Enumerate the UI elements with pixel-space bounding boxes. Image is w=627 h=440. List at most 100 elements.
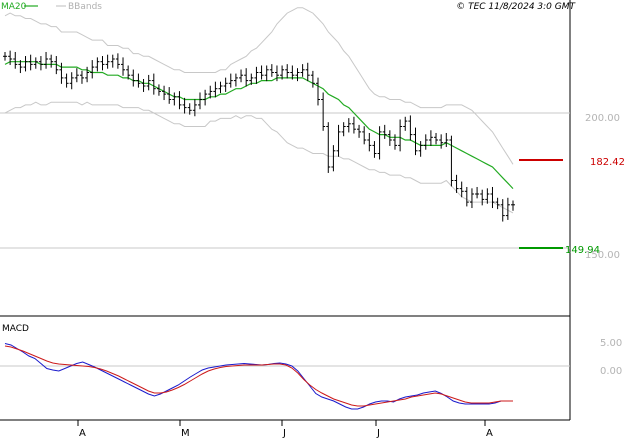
- ohlc-bar: [3, 51, 7, 61]
- ohlc-bar: [326, 122, 331, 173]
- ohlc-bar: [403, 116, 408, 131]
- ohlc-bar: [372, 141, 377, 158]
- ohlc-bar: [341, 122, 346, 137]
- ohlc-bar: [387, 130, 392, 146]
- ohlc-bar: [254, 66, 259, 84]
- ohlc-bar: [228, 73, 233, 88]
- ohlc-bar: [434, 132, 439, 145]
- ohlc-bar: [85, 66, 90, 83]
- x-tick-aug: A: [486, 428, 493, 439]
- macd-label: MACD: [2, 324, 29, 334]
- ohlc-bar: [38, 56, 43, 71]
- ohlc-bar: [475, 186, 480, 199]
- ohlc-bar: [239, 69, 244, 83]
- ma20-line: [4, 61, 514, 190]
- x-tick-may: M: [181, 428, 190, 439]
- y-tick-150: 150.00: [585, 250, 620, 261]
- ohlc-bar: [310, 70, 315, 88]
- ohlc-bar: [79, 70, 84, 84]
- ohlc-bar: [192, 99, 197, 117]
- bbands-upper-line: [4, 7, 514, 165]
- support-label: 149.94: [565, 245, 600, 256]
- ohlc-bar: [408, 115, 413, 141]
- ma-legend-label: MA20: [1, 2, 27, 12]
- y-tick-200: 200.00: [585, 113, 620, 124]
- ohlc-bar: [187, 103, 192, 115]
- ohlc-bar: [336, 124, 341, 157]
- ohlc-bar: [449, 135, 454, 187]
- ohlc-bar: [59, 62, 64, 84]
- ohlc-bar: [511, 200, 515, 211]
- ohlc-bar: [121, 57, 126, 76]
- ohlc-bar: [105, 54, 110, 69]
- ohlc-bar: [413, 127, 418, 156]
- ohlc-bar: [490, 186, 495, 209]
- ohlc-bar: [182, 97, 187, 114]
- bbands-legend-label: BBands: [68, 2, 102, 12]
- ohlc-bar: [316, 77, 321, 106]
- ohlc-bar: [54, 56, 59, 75]
- ohlc-bar: [23, 56, 28, 72]
- x-tick-apr: A: [79, 428, 86, 439]
- ohlc-bars: [3, 50, 515, 222]
- ohlc-bar: [459, 181, 464, 198]
- ohlc-bar: [357, 124, 362, 138]
- ohlc-bar: [203, 89, 208, 106]
- ohlc-bar: [28, 54, 33, 71]
- ohlc-bar: [300, 64, 305, 77]
- ohlc-bar: [197, 92, 202, 110]
- ohlc-bar: [218, 81, 223, 94]
- ohlc-bar: [208, 85, 213, 99]
- macd-signal-line: [4, 345, 513, 407]
- ohlc-bar: [151, 73, 156, 95]
- ohlc-bar: [44, 51, 49, 69]
- ohlc-bar: [367, 132, 372, 152]
- bbands-lower-line: [4, 101, 514, 214]
- ohlc-bar: [233, 73, 238, 87]
- ohlc-bar: [115, 53, 120, 69]
- ohlc-bar: [331, 145, 336, 172]
- ohlc-bar: [382, 124, 387, 139]
- ohlc-bar: [428, 130, 433, 146]
- ohlc-bar: [49, 54, 54, 68]
- ohlc-bar: [264, 65, 269, 82]
- ohlc-bar: [126, 65, 131, 80]
- ohlc-bar: [95, 57, 100, 72]
- ohlc-bar: [90, 60, 95, 79]
- ohlc-bar: [136, 73, 141, 88]
- ohlc-bar: [500, 199, 505, 222]
- ohlc-bar: [423, 134, 428, 150]
- ohlc-bar: [223, 77, 228, 92]
- ohlc-bar: [346, 118, 351, 133]
- ohlc-bar: [100, 56, 105, 71]
- ohlc-bar: [469, 188, 474, 209]
- ohlc-bar: [18, 60, 23, 74]
- ohlc-bar: [280, 65, 285, 80]
- ohlc-bar: [464, 186, 469, 207]
- ohlc-bar: [295, 68, 300, 82]
- ohlc-bar: [162, 85, 167, 101]
- ohlc-bar: [13, 51, 18, 69]
- ohlc-bar: [398, 119, 403, 152]
- ohlc-bar: [485, 188, 490, 204]
- ohlc-bar: [177, 91, 182, 110]
- ohlc-bar: [418, 141, 423, 157]
- ohlc-bar: [392, 134, 397, 150]
- resistance-label: 182.42: [590, 157, 625, 168]
- x-tick-jun: J: [282, 428, 286, 439]
- ohlc-bar: [444, 132, 449, 148]
- ohlc-bar: [244, 68, 249, 87]
- ohlc-bar: [74, 68, 79, 83]
- ohlc-bar: [480, 189, 485, 206]
- ohlc-bar: [439, 134, 444, 149]
- ohlc-bar: [249, 73, 254, 85]
- ohlc-bar: [64, 73, 69, 88]
- macd-y-tick-5: 5.00: [600, 338, 622, 349]
- ohlc-bar: [362, 126, 367, 145]
- ohlc-bar: [131, 69, 136, 87]
- x-tick-jul: J: [376, 428, 380, 439]
- ohlc-bar: [156, 84, 161, 96]
- ohlc-bar: [290, 65, 295, 80]
- plot-area-bg: [0, 0, 570, 420]
